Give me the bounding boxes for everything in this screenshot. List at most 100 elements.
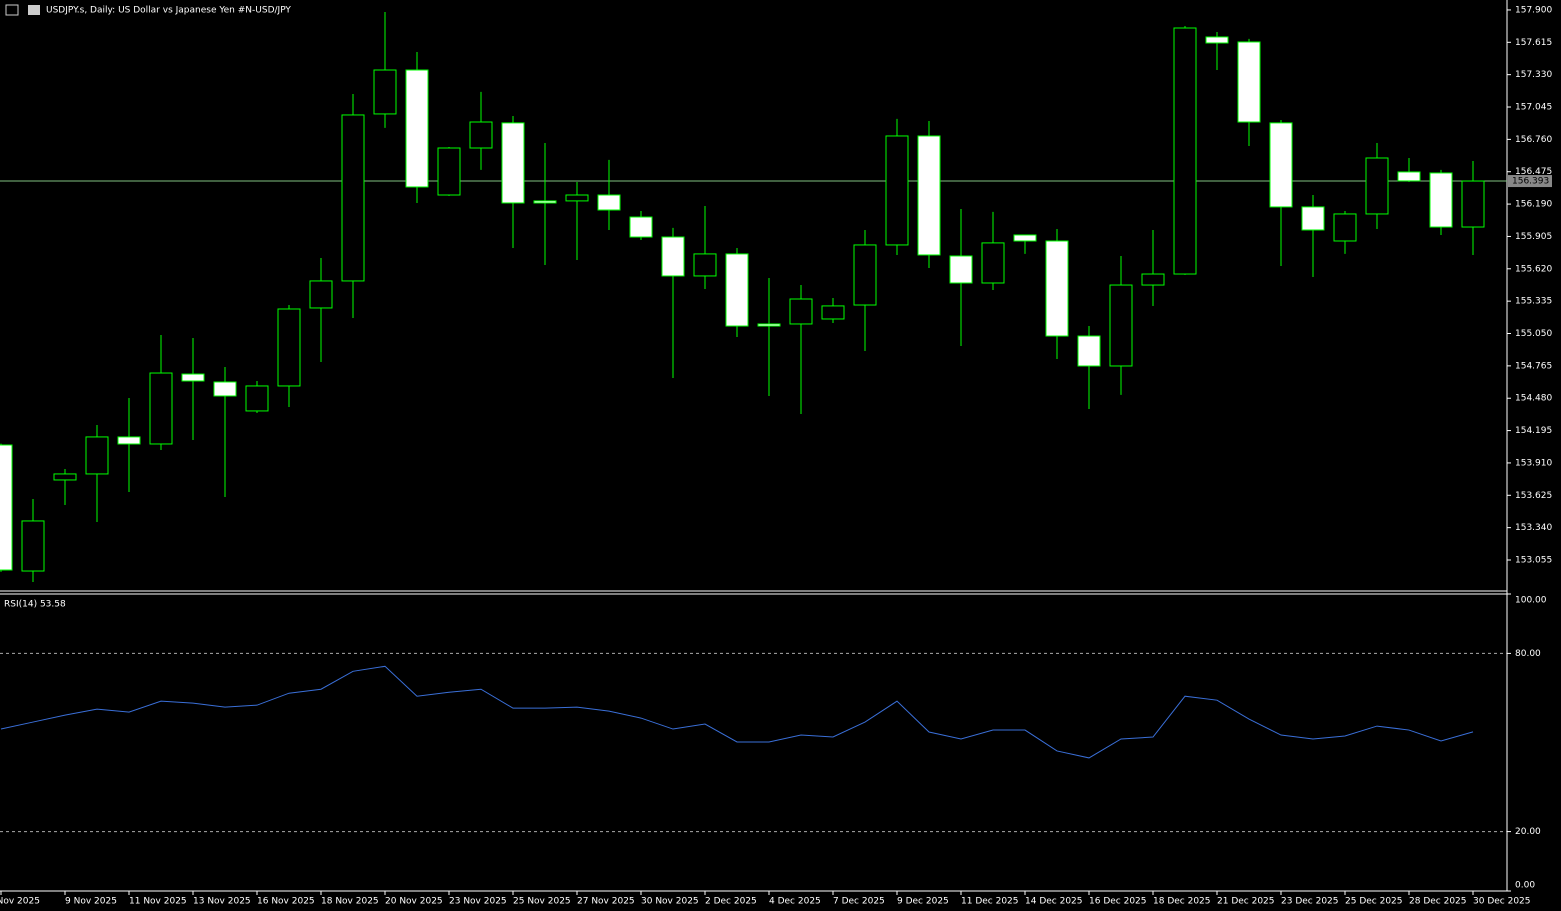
y-tick-label: 157.330 <box>1515 70 1552 80</box>
price-label: 156.393 <box>1512 177 1549 187</box>
y-tick-label: 20.00 <box>1515 827 1541 837</box>
candle-body <box>821 305 845 320</box>
candle-body <box>725 253 749 327</box>
candle-body <box>1397 171 1421 182</box>
candle-body <box>437 147 461 196</box>
icon <box>5 4 19 16</box>
candle-body <box>533 200 557 204</box>
candle-body <box>1461 180 1485 228</box>
x-tick-label: 18 Nov 2025 <box>321 897 379 907</box>
y-tick-label: 155.905 <box>1515 232 1552 242</box>
x-tick-label: 28 Dec 2025 <box>1409 897 1467 907</box>
candle-body <box>597 194 621 211</box>
candle-body <box>629 216 653 238</box>
y-tick-label: 154.195 <box>1515 426 1552 436</box>
candle-body <box>501 122 525 204</box>
y-tick-label: 153.340 <box>1515 523 1552 533</box>
y-tick-label: 80.00 <box>1515 649 1541 659</box>
y-tick-label: 155.620 <box>1515 264 1552 274</box>
candle-body <box>309 280 333 309</box>
candle-body <box>373 69 397 115</box>
candle-body <box>1365 157 1389 215</box>
candle-body <box>1045 240 1069 337</box>
candle-body <box>117 436 141 445</box>
price-label-box <box>1508 175 1552 188</box>
candle-body <box>341 114 365 282</box>
x-tick-label: 11 Dec 2025 <box>961 897 1019 907</box>
y-tick-label: 156.760 <box>1515 135 1552 145</box>
candle-body <box>277 308 301 387</box>
x-tick-label: 20 Nov 2025 <box>385 897 443 907</box>
candle-body <box>1205 36 1229 44</box>
y-tick-label: 157.615 <box>1515 38 1552 48</box>
x-tick-label: 18 Dec 2025 <box>1153 897 1211 907</box>
y-tick-label: 153.910 <box>1515 458 1552 468</box>
candle-body <box>565 194 589 202</box>
x-tick-label: 25 Nov 2025 <box>513 897 571 907</box>
symbol-icons <box>5 4 40 16</box>
x-tick-label: 13 Nov 2025 <box>193 897 251 907</box>
candle-body <box>405 69 429 188</box>
x-tick-label: 30 Nov 2025 <box>641 897 699 907</box>
candle-body <box>917 135 941 256</box>
candle-body <box>693 253 717 277</box>
candle-body <box>1141 273 1165 286</box>
candle-body <box>1173 27 1197 275</box>
candle-body <box>469 121 493 149</box>
candle-body <box>1429 172 1453 228</box>
candle-body <box>1077 335 1101 367</box>
candle-body <box>1333 213 1357 242</box>
candle-body <box>1013 234 1037 242</box>
x-tick-label: 7 Dec 2025 <box>833 897 885 907</box>
candle-body <box>789 298 813 325</box>
x-tick-label: 11 Nov 2025 <box>129 897 187 907</box>
y-tick-label: 156.475 <box>1515 167 1552 177</box>
candle-body <box>21 520 45 572</box>
y-tick-label: 156.190 <box>1515 200 1552 210</box>
x-tick-label: 6 Nov 2025 <box>0 897 40 907</box>
candle-body <box>1237 41 1261 123</box>
candle-body <box>949 255 973 284</box>
y-tick-label: 155.050 <box>1515 329 1552 339</box>
candle-body <box>53 473 77 481</box>
y-tick-label: 153.625 <box>1515 491 1552 501</box>
x-tick-label: 30 Dec 2025 <box>1473 897 1531 907</box>
y-tick-label: 154.480 <box>1515 394 1552 404</box>
candle-body <box>853 244 877 306</box>
x-tick-label: 25 Dec 2025 <box>1345 897 1403 907</box>
x-tick-label: 23 Dec 2025 <box>1281 897 1339 907</box>
y-tick-label: 0.00 <box>1515 881 1535 891</box>
y-tick-label: 157.900 <box>1515 5 1552 15</box>
candle-body <box>181 373 205 382</box>
x-tick-label: 9 Dec 2025 <box>897 897 949 907</box>
candle-body <box>981 242 1005 284</box>
candle-body <box>1269 122 1293 208</box>
x-tick-label: 14 Dec 2025 <box>1025 897 1083 907</box>
x-tick-label: 2 Dec 2025 <box>705 897 757 907</box>
x-tick-label: 16 Dec 2025 <box>1089 897 1147 907</box>
y-tick-label: 155.335 <box>1515 297 1552 307</box>
candle-body <box>661 236 685 277</box>
y-tick-label: 100.00 <box>1515 596 1547 606</box>
x-tick-label: 21 Dec 2025 <box>1217 897 1275 907</box>
x-tick-label: 9 Nov 2025 <box>65 897 117 907</box>
y-tick-label: 154.765 <box>1515 361 1552 371</box>
candle-body <box>1109 284 1133 367</box>
icon <box>28 5 40 15</box>
x-tick-label: 4 Dec 2025 <box>769 897 821 907</box>
candle-body <box>885 135 909 246</box>
x-tick-label: 16 Nov 2025 <box>257 897 315 907</box>
candle-body <box>1301 206 1325 231</box>
chart-title: USDJPY.s, Daily: US Dollar vs Japanese Y… <box>46 6 291 16</box>
candle-body <box>213 381 237 397</box>
rsi-line <box>0 665 1474 759</box>
y-tick-label: 153.055 <box>1515 556 1552 566</box>
y-tick-label: 157.045 <box>1515 103 1552 113</box>
candle-body <box>245 385 269 412</box>
candle-body <box>85 436 109 475</box>
x-tick-label: 23 Nov 2025 <box>449 897 507 907</box>
candle-body <box>757 323 781 327</box>
